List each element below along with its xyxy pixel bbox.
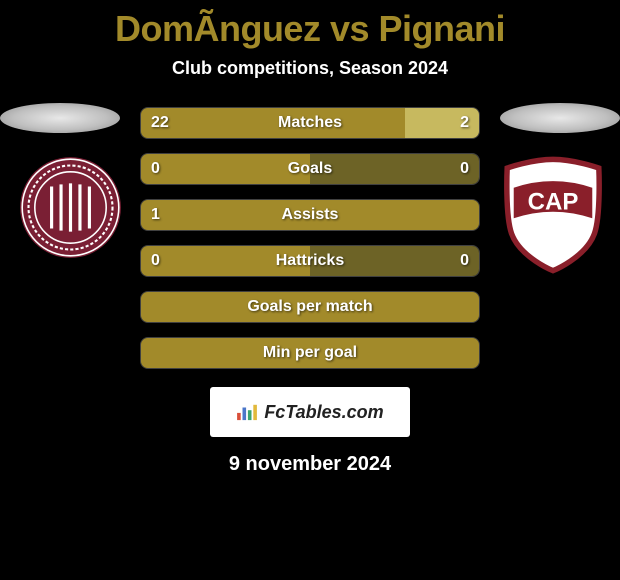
bar-value-right: 2 xyxy=(460,108,469,138)
stat-row: Goals per match xyxy=(140,291,480,323)
bar-label: Matches xyxy=(141,108,479,138)
bar-value-right: 0 xyxy=(460,154,469,184)
comparison-infographic: DomÃ­nguez vs Pignani Club competitions,… xyxy=(0,0,620,580)
badge-right-text: CAP xyxy=(528,189,579,216)
bar-value-left: 22 xyxy=(151,108,169,138)
page-subtitle: Club competitions, Season 2024 xyxy=(0,58,620,79)
footer-date: 9 november 2024 xyxy=(0,453,620,476)
stat-row: Hattricks0 0 xyxy=(140,245,480,277)
bar-label: Hattricks xyxy=(141,246,479,276)
stat-bars: Matches222Goals00Assists1Hattricks00Goal… xyxy=(140,107,480,369)
bar-value-left: 0 xyxy=(151,154,160,184)
chart-icon xyxy=(236,403,258,421)
comparison-area: CAP Matches222Goals00Assists1Hattricks00… xyxy=(0,107,620,369)
badge-left xyxy=(18,155,123,260)
bar-value-right: 0 xyxy=(460,246,469,276)
bar-label: Goals per match xyxy=(141,292,479,322)
stat-row: Matches222 xyxy=(140,107,480,139)
platform-right xyxy=(500,103,620,133)
bar-label: Min per goal xyxy=(141,338,479,368)
bar-value-left: 0 xyxy=(151,246,160,276)
branding-box: FcTables.com xyxy=(210,387,410,437)
branding-text: FcTables.com xyxy=(264,402,383,423)
bar-value-left: 1 xyxy=(151,200,160,230)
badge-right: CAP xyxy=(498,155,608,275)
stat-row: Assists1 xyxy=(140,199,480,231)
page-title: DomÃ­nguez vs Pignani xyxy=(0,0,620,50)
platform-left xyxy=(0,103,120,133)
bar-label: Assists xyxy=(141,200,479,230)
bar-label: Goals xyxy=(141,154,479,184)
stat-row: Min per goal xyxy=(140,337,480,369)
stat-row: Goals0 0 xyxy=(140,153,480,185)
